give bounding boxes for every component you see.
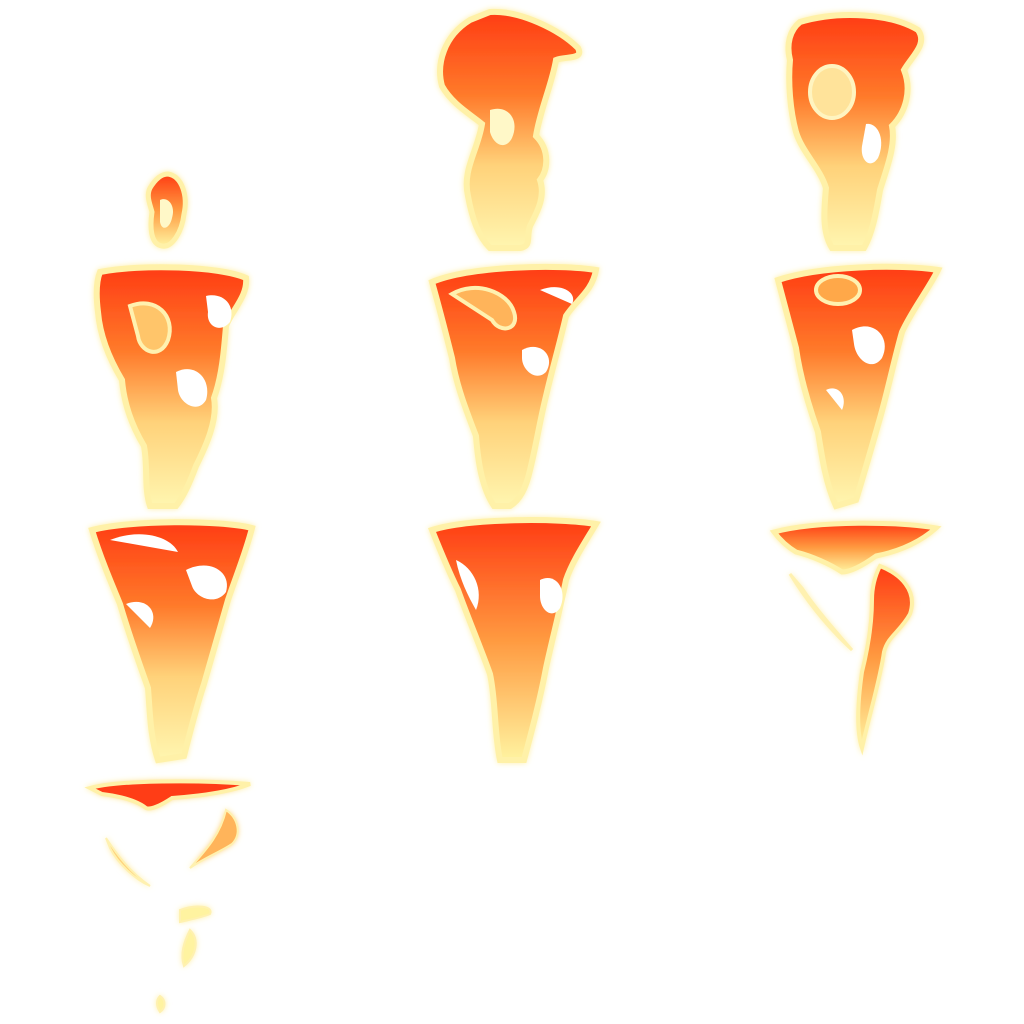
- fire-frame-5: [428, 263, 600, 509]
- fire-frame-7: [88, 519, 256, 764]
- fire-frame-1: [145, 171, 188, 249]
- fire-frame-6: [774, 263, 943, 510]
- fire-frame-2: [437, 8, 583, 251]
- fire-frame-9: [769, 520, 942, 756]
- fire-frame-3: [785, 12, 925, 251]
- fire-frame-8: [428, 517, 601, 763]
- fire-frame-10: [84, 779, 251, 1014]
- fire-frame-4: [93, 264, 250, 509]
